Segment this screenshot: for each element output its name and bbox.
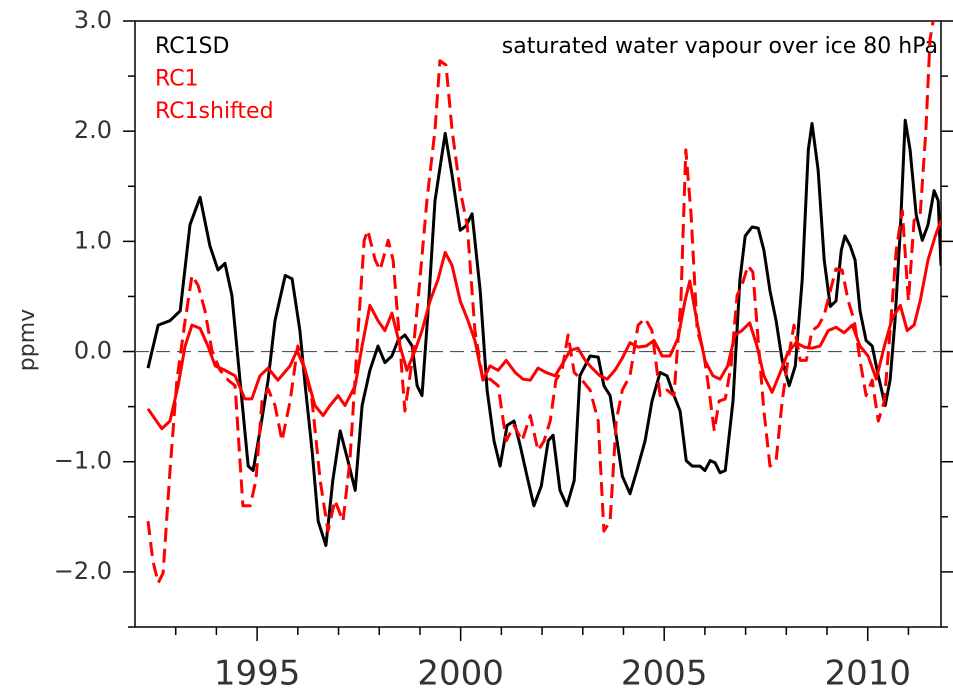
- x-tick-label: 2005: [621, 654, 708, 694]
- plot-frame: [134, 20, 942, 628]
- legend-label: RC1: [155, 67, 199, 92]
- series-line: [146, 118, 941, 547]
- x-tick-label: 1995: [214, 654, 301, 694]
- legend-label: RC1SD: [155, 34, 229, 59]
- y-tick-label: −2.0: [54, 557, 112, 585]
- y-axis-label: ppmv: [15, 309, 40, 371]
- y-tick-label: 0.0: [74, 337, 112, 365]
- x-tick-label: 2010: [824, 654, 911, 694]
- legend-label: RC1shifted: [155, 99, 274, 124]
- y-tick-label: 3.0: [74, 6, 112, 34]
- y-tick-label: −1.0: [54, 447, 112, 475]
- x-tick-label: 2000: [417, 654, 504, 694]
- y-tick-label: 2.0: [74, 116, 112, 144]
- series-line: [146, 21, 935, 585]
- plot-area: [146, 21, 941, 585]
- series-line: [146, 219, 941, 431]
- chart-title: saturated water vapour over ice 80 hPa: [502, 34, 938, 59]
- y-tick-label: 1.0: [74, 226, 112, 254]
